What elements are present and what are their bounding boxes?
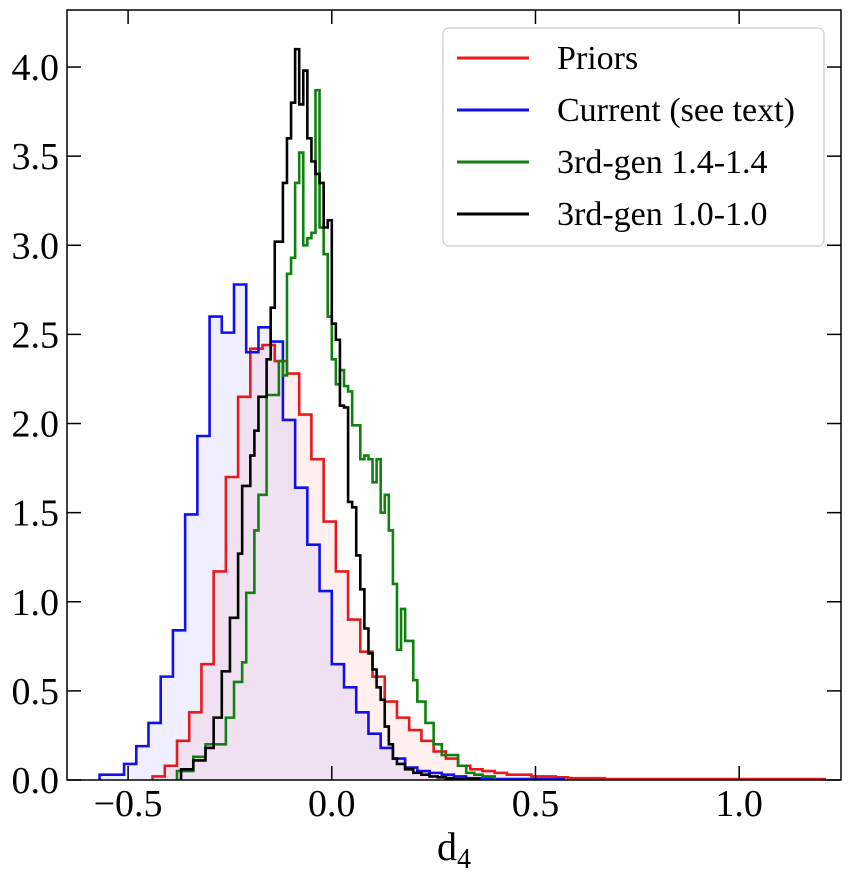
y-axis: 0.0 0.5 1.0 1.5 2.0 2.5 3.0 3.5 4.0 bbox=[12, 47, 841, 802]
y-tick-label: 0.5 bbox=[12, 671, 60, 713]
series-line-3 bbox=[179, 47, 480, 781]
y-tick-label: 1.5 bbox=[12, 493, 60, 535]
series-line-0 bbox=[151, 343, 827, 781]
x-tick-label: −0.5 bbox=[94, 783, 163, 825]
x-tick-label: 1.0 bbox=[715, 783, 763, 825]
series-fill-0 bbox=[152, 345, 825, 780]
legend-entry-label: 3rd-gen 1.4-1.4 bbox=[557, 144, 768, 181]
histogram-lines bbox=[98, 47, 827, 781]
legend-entry-label: 3rd-gen 1.0-1.0 bbox=[557, 196, 768, 233]
y-tick-label: 3.0 bbox=[12, 225, 60, 267]
series-line-1 bbox=[98, 283, 566, 781]
x-axis-label: d4 bbox=[437, 824, 471, 875]
y-tick-label: 1.0 bbox=[12, 582, 60, 624]
x-axis: −0.5 0.0 0.5 1.0 bbox=[94, 10, 763, 825]
plot-frame bbox=[66, 9, 842, 781]
x-tick-label: 0.5 bbox=[512, 783, 560, 825]
series-fill-1 bbox=[99, 284, 564, 780]
legend-entry-label: Priors bbox=[557, 40, 638, 77]
y-tick-label: 2.5 bbox=[12, 314, 60, 356]
legend-box bbox=[442, 27, 825, 247]
x-tick-label: 0.0 bbox=[308, 783, 356, 825]
y-tick-label: 0.0 bbox=[12, 760, 60, 802]
y-tick-label: 2.0 bbox=[12, 404, 60, 446]
y-tick-label: 3.5 bbox=[12, 136, 60, 178]
legend-entry-label: Current (see text) bbox=[557, 92, 795, 129]
y-tick-label: 4.0 bbox=[12, 47, 60, 89]
legend: Priors Current (see text) 3rd-gen 1.4-1.4 3… bbox=[442, 27, 825, 247]
histogram-fills bbox=[99, 284, 825, 780]
